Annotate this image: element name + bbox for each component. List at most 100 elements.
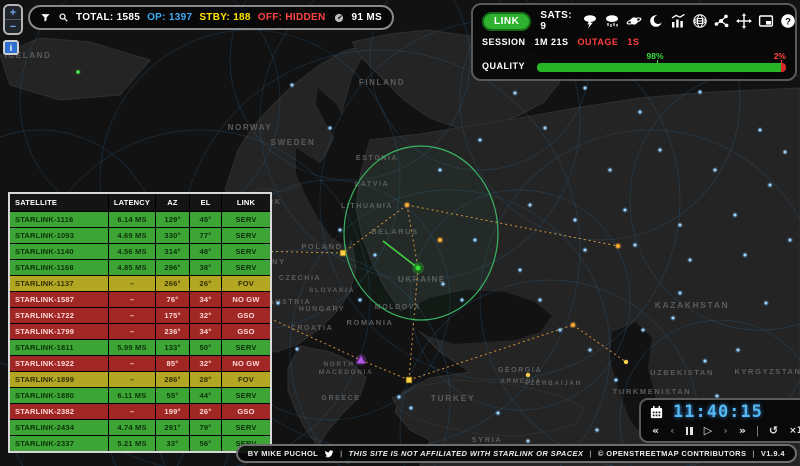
elevation-cell[interactable]: 45° <box>189 211 222 228</box>
step-back-button[interactable]: ‹ <box>670 424 675 437</box>
elevation-cell[interactable]: 56° <box>189 435 222 453</box>
satellite-dot[interactable] <box>736 348 740 352</box>
elevation-cell[interactable]: 34° <box>189 323 222 340</box>
elevation-cell[interactable]: 77° <box>189 227 222 244</box>
table-row[interactable]: STARLINK-1799–236° 34° GSO <box>8 323 272 340</box>
osm-credit[interactable]: © OPENSTREETMAP CONTRIBUTORS <box>597 449 747 458</box>
satellite-name[interactable]: STARLINK-1093 <box>8 227 109 244</box>
satellite-name[interactable]: STARLINK-1880 <box>8 387 109 404</box>
search-icon[interactable] <box>58 12 69 23</box>
filter-icon[interactable] <box>40 12 51 23</box>
latency-cell[interactable]: 4.74 MS <box>108 419 156 436</box>
skip-forward-button[interactable]: » <box>738 424 746 437</box>
satellite-dot[interactable] <box>583 248 587 252</box>
table-row[interactable]: STARLINK-2382–199° 26° GSO <box>8 403 272 420</box>
link-status-cell[interactable]: GSO <box>221 323 272 340</box>
azimuth-cell[interactable]: 133° <box>155 339 190 356</box>
move-icon[interactable] <box>735 13 752 30</box>
elevation-cell[interactable]: 32° <box>189 355 222 372</box>
satellite-dot[interactable] <box>538 298 542 302</box>
elevation-cell[interactable]: 79° <box>189 419 222 436</box>
satellite-dot[interactable] <box>513 91 517 95</box>
satellite-dot[interactable] <box>698 90 702 94</box>
link-status-cell[interactable]: NO GW <box>221 291 272 308</box>
speed-button[interactable]: ×1 <box>788 426 800 436</box>
satellite-dot[interactable] <box>658 148 662 152</box>
moon-icon[interactable] <box>647 13 664 30</box>
satellite-dot[interactable] <box>518 268 522 272</box>
latency-cell[interactable]: 6.14 MS <box>108 211 156 228</box>
satellite-dot[interactable] <box>678 291 682 295</box>
link-status-cell[interactable]: GSO <box>221 307 272 324</box>
azimuth-cell[interactable]: 236° <box>155 323 190 340</box>
link-status-cell[interactable]: SERV <box>221 243 272 260</box>
link-status-cell[interactable]: SERV <box>221 259 272 276</box>
window-icon[interactable] <box>757 13 774 30</box>
satellite-dot[interactable] <box>338 228 342 232</box>
link-status-cell[interactable]: GSO <box>221 403 272 420</box>
satellite-dot[interactable] <box>595 428 599 432</box>
connected-satellite-dot[interactable] <box>616 244 620 248</box>
satellite-dot[interactable] <box>276 301 280 305</box>
azimuth-cell[interactable]: 314° <box>155 243 190 260</box>
satellite-dot[interactable] <box>608 168 612 172</box>
satellite-dot[interactable] <box>409 406 413 410</box>
rain-icon[interactable] <box>603 13 620 30</box>
latency-cell[interactable]: 6.11 MS <box>108 387 156 404</box>
link-status-cell[interactable]: SERV <box>221 339 272 356</box>
calendar-icon[interactable] <box>649 405 664 420</box>
table-row[interactable]: STARLINK-2434 4.74 MS 291° 79° SERV <box>8 419 272 436</box>
elevation-cell[interactable]: 48° <box>189 243 222 260</box>
satellite-dot[interactable] <box>688 258 692 262</box>
latency-cell[interactable]: – <box>108 291 156 308</box>
satellite-name[interactable]: STARLINK-1722 <box>8 307 109 324</box>
info-button[interactable]: i <box>3 40 19 55</box>
latency-cell[interactable]: 4.85 MS <box>108 259 156 276</box>
step-forward-button[interactable]: › <box>723 424 728 437</box>
elevation-cell[interactable]: 50° <box>189 339 222 356</box>
azimuth-cell[interactable]: 286° <box>155 371 190 388</box>
satellite-dot[interactable] <box>614 378 618 382</box>
elevation-cell[interactable]: 26° <box>189 275 222 292</box>
table-row[interactable]: STARLINK-1811 5.99 MS 133° 50° SERV <box>8 339 272 356</box>
azimuth-cell[interactable]: 76° <box>155 291 190 308</box>
satellite-dot[interactable] <box>295 347 299 351</box>
satellite-name[interactable]: STARLINK-2434 <box>8 419 109 436</box>
network-icon[interactable] <box>713 13 730 30</box>
latency-cell[interactable]: 5.21 MS <box>108 435 156 453</box>
satellite-dot[interactable] <box>758 128 762 132</box>
satellite-dot[interactable] <box>638 110 642 114</box>
satellite-dot[interactable] <box>678 223 682 227</box>
link-status-cell[interactable]: FOV <box>221 371 272 388</box>
gateway-marker[interactable] <box>339 249 347 257</box>
link-button[interactable]: LINK <box>482 11 532 31</box>
storm-icon[interactable] <box>581 13 598 30</box>
satellite-dot[interactable] <box>441 282 445 286</box>
latency-cell[interactable]: – <box>108 275 156 292</box>
satellite-name[interactable]: STARLINK-2382 <box>8 403 109 420</box>
skip-back-button[interactable]: « <box>652 424 660 437</box>
satellite-dot[interactable] <box>583 86 587 90</box>
satellite-name[interactable]: STARLINK-1799 <box>8 323 109 340</box>
latency-cell[interactable]: – <box>108 323 156 340</box>
elevation-cell[interactable]: 26° <box>189 403 222 420</box>
satellite-name[interactable]: STARLINK-2337 <box>8 435 109 453</box>
satellite-dot[interactable] <box>788 238 792 242</box>
link-status-cell[interactable]: NO GW <box>221 355 272 372</box>
satellite-dot[interactable] <box>496 411 500 415</box>
help-icon[interactable]: ? <box>779 13 796 30</box>
connected-satellite-dot[interactable] <box>405 203 409 207</box>
satellite-dot[interactable] <box>528 203 532 207</box>
reset-time-button[interactable]: ↺ <box>768 424 779 437</box>
latency-cell[interactable]: – <box>108 355 156 372</box>
latency-cell[interactable]: – <box>108 371 156 388</box>
satellite-dot[interactable] <box>526 439 530 443</box>
azimuth-cell[interactable]: 296° <box>155 259 190 276</box>
table-row[interactable]: STARLINK-1722–175° 32° GSO <box>8 307 272 324</box>
satellite-dot[interactable] <box>328 126 332 130</box>
satellite-dot[interactable] <box>588 348 592 352</box>
pop-marker[interactable] <box>355 354 367 364</box>
table-row[interactable]: STARLINK-1899–286° 28° FOV <box>8 371 272 388</box>
link-status-cell[interactable]: SERV <box>221 387 272 404</box>
